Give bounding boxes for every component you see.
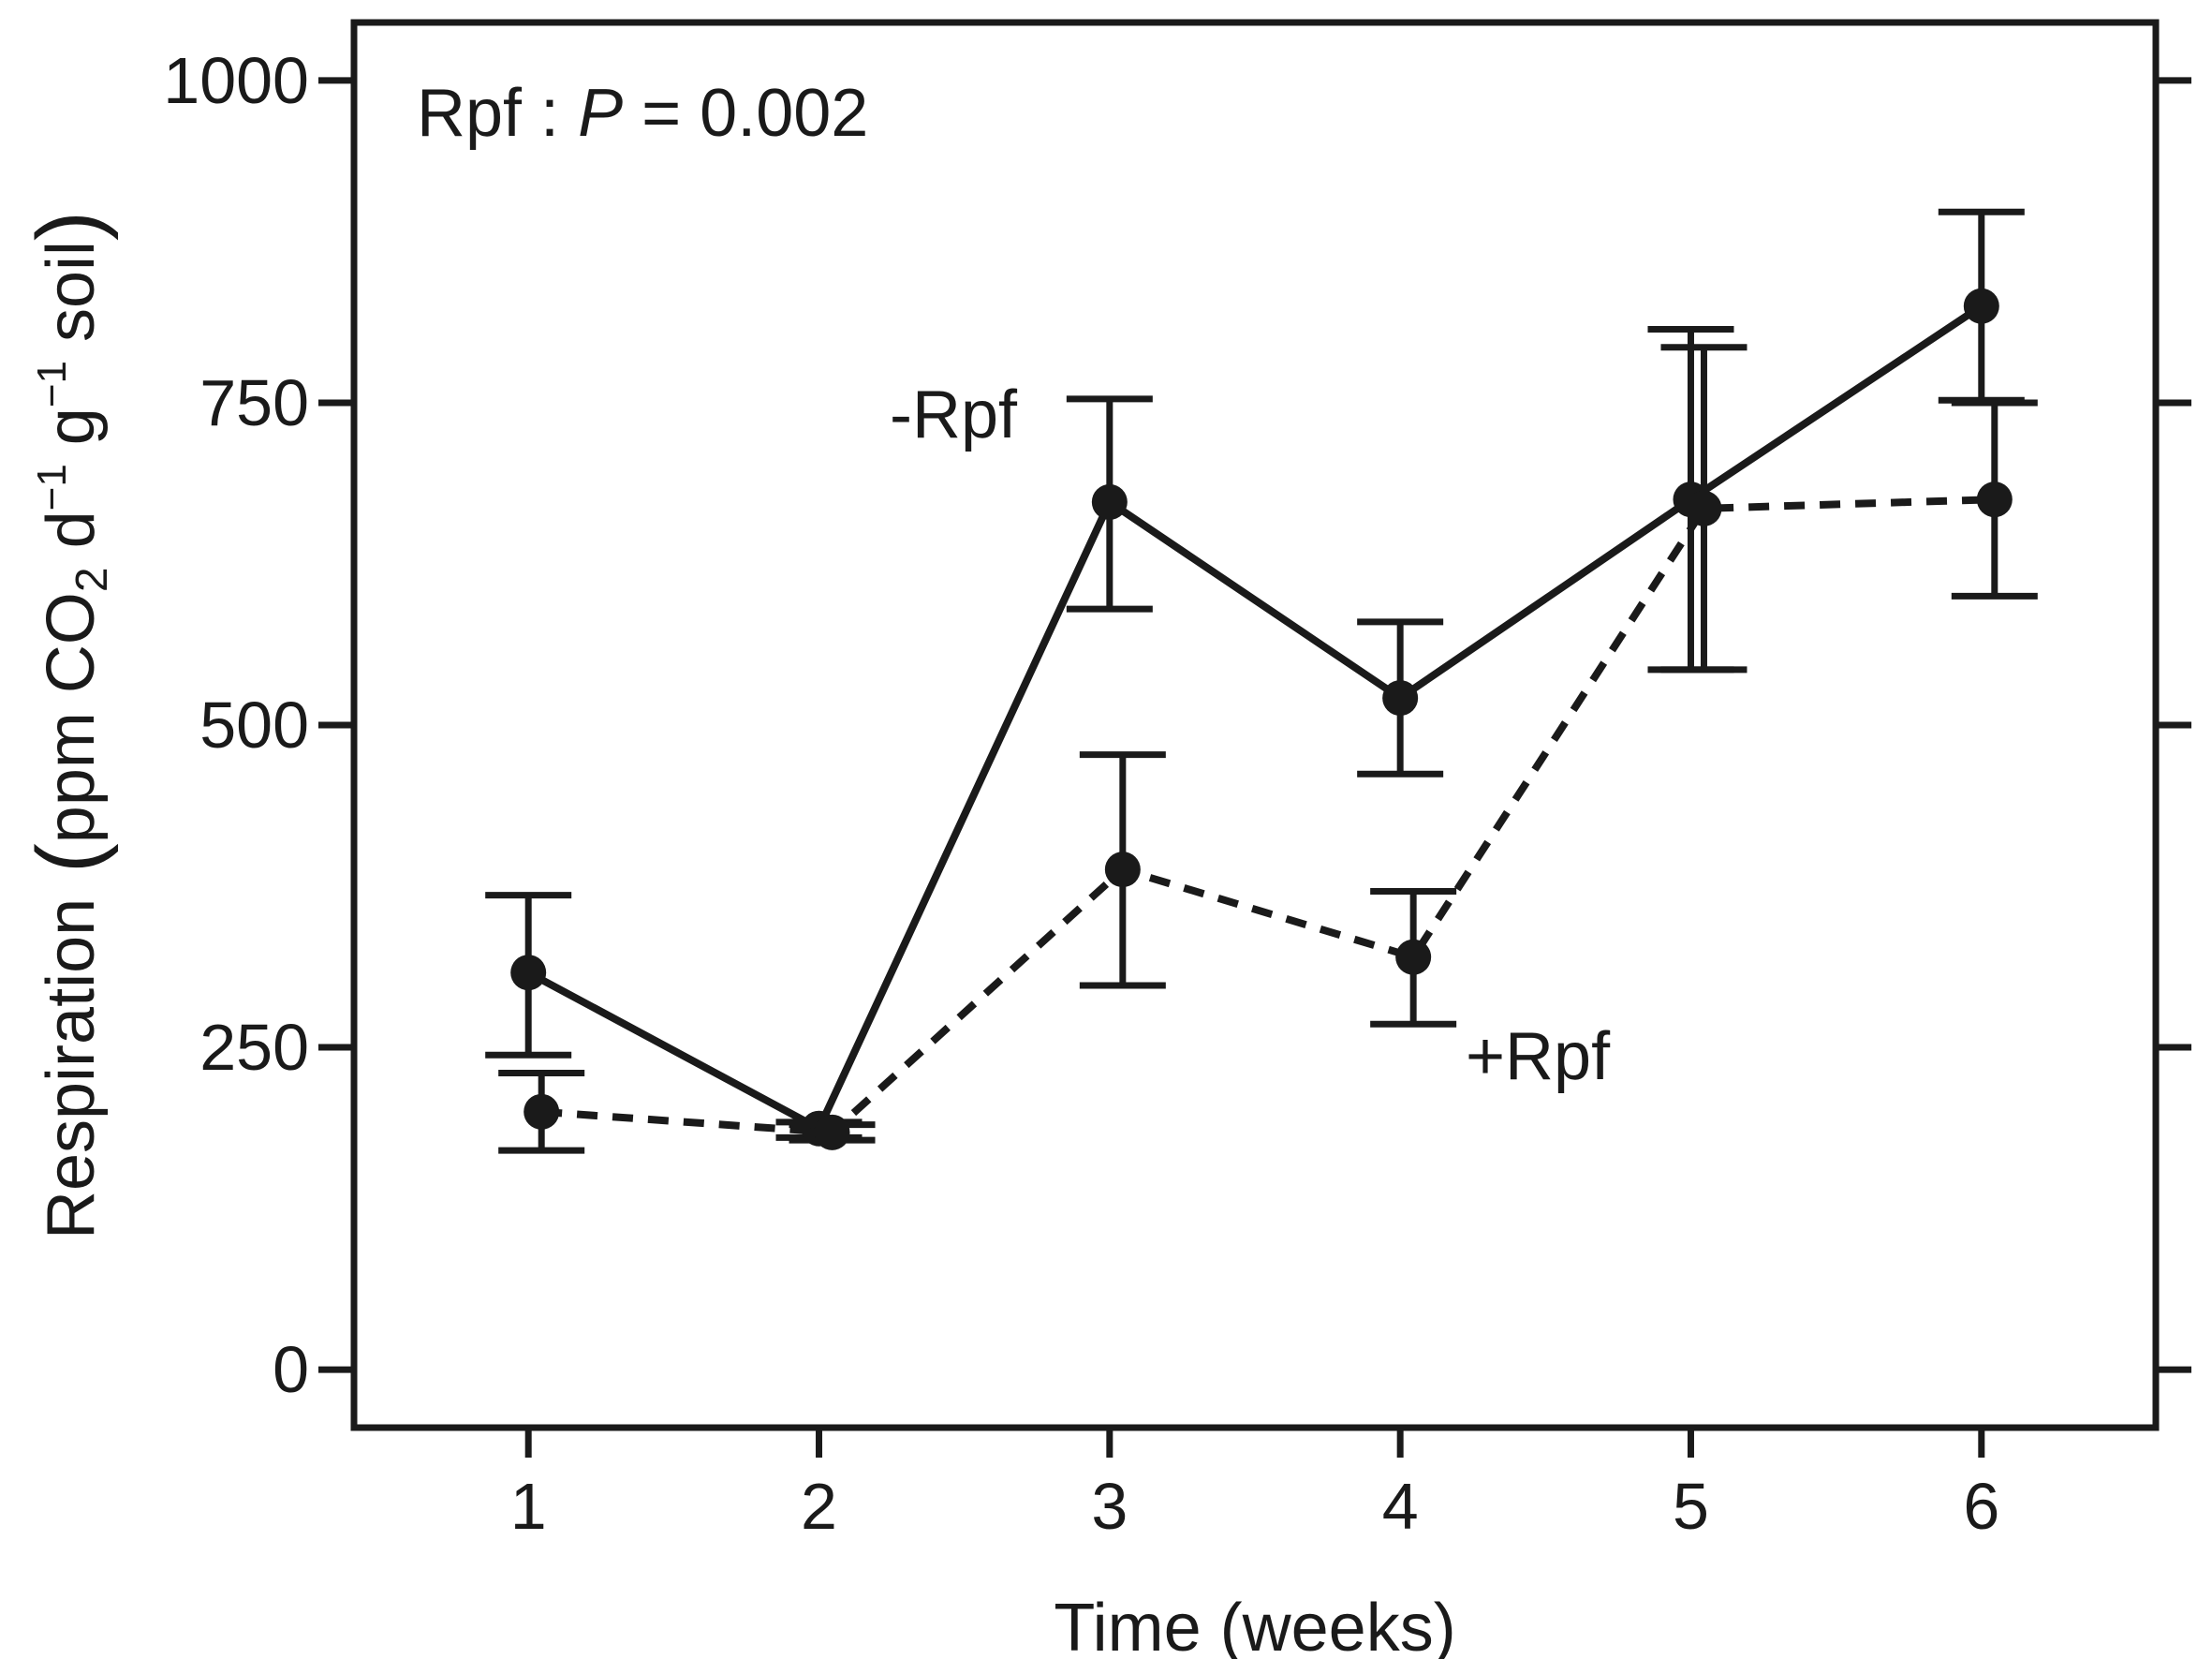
y-label-g: g bbox=[34, 407, 109, 464]
annotation-prefix: Rpf : bbox=[417, 76, 578, 151]
x-axis-label: Time (weeks) bbox=[1054, 1591, 1455, 1659]
series-label-minus-rpf: -Rpf bbox=[890, 378, 1018, 452]
data-point-1-2 bbox=[1104, 852, 1141, 888]
x-tick-label-2: 2 bbox=[801, 1470, 837, 1543]
x-axis: 1 2 3 4 5 6 bbox=[510, 1428, 1999, 1543]
series-label-plus-rpf: +Rpf bbox=[1466, 1019, 1611, 1094]
x-tick-label-1: 1 bbox=[510, 1470, 547, 1543]
series-line-0 bbox=[526, 303, 1984, 1133]
y-axis-label: Respiration (ppm CO2 d−1 g−1 soil) bbox=[19, 211, 119, 1239]
data-point-1-1 bbox=[814, 1114, 850, 1150]
y-label-sub: 2 bbox=[67, 567, 117, 592]
y-label-d: d bbox=[34, 511, 109, 567]
y-tick-label-1000: 1000 bbox=[163, 44, 309, 117]
data-point-1-0 bbox=[524, 1093, 560, 1130]
y-tick-label-250: 250 bbox=[199, 1011, 309, 1084]
y-tick-label-0: 0 bbox=[273, 1333, 309, 1406]
y-axis-left: 0 250 500 750 1000 bbox=[163, 44, 354, 1406]
series-minus-rpf bbox=[485, 208, 2025, 1147]
data-point-0-2 bbox=[1091, 483, 1128, 520]
y-label-main: Respiration bbox=[34, 898, 109, 1239]
series-plus-rpf bbox=[498, 344, 2038, 1154]
y-label-exp2: −1 bbox=[29, 361, 75, 407]
data-point-1-5 bbox=[1976, 481, 2013, 518]
series-layer bbox=[485, 208, 2038, 1154]
x-tick-label-3: 3 bbox=[1091, 1470, 1128, 1543]
data-point-1-3 bbox=[1395, 939, 1432, 975]
data-point-0-3 bbox=[1382, 680, 1419, 717]
plot-frame bbox=[350, 19, 2160, 1431]
data-point-0-5 bbox=[1963, 288, 1999, 324]
x-tick-label-6: 6 bbox=[1963, 1470, 1999, 1543]
y-label-unit: ppm CO bbox=[34, 592, 109, 843]
data-point-1-4 bbox=[1686, 490, 1722, 526]
x-tick-label-4: 4 bbox=[1382, 1470, 1419, 1543]
x-tick-label-5: 5 bbox=[1673, 1470, 1709, 1543]
y-label-close-paren: ) bbox=[19, 211, 119, 241]
y-tick-label-750: 750 bbox=[199, 366, 309, 439]
y-tick-label-500: 500 bbox=[199, 689, 309, 762]
series-line-1 bbox=[540, 496, 1995, 1136]
annotation-text: Rpf : P = 0.002 bbox=[417, 76, 868, 151]
y-axis-right bbox=[2156, 77, 2191, 1373]
data-point-0-0 bbox=[510, 955, 547, 991]
y-label-exp1: −1 bbox=[29, 464, 75, 511]
annotation-suffix: = 0.002 bbox=[623, 76, 868, 151]
y-label-open-paren: ( bbox=[19, 843, 119, 898]
annotation-p: P bbox=[578, 76, 623, 151]
y-label-soil: soil bbox=[34, 241, 109, 361]
